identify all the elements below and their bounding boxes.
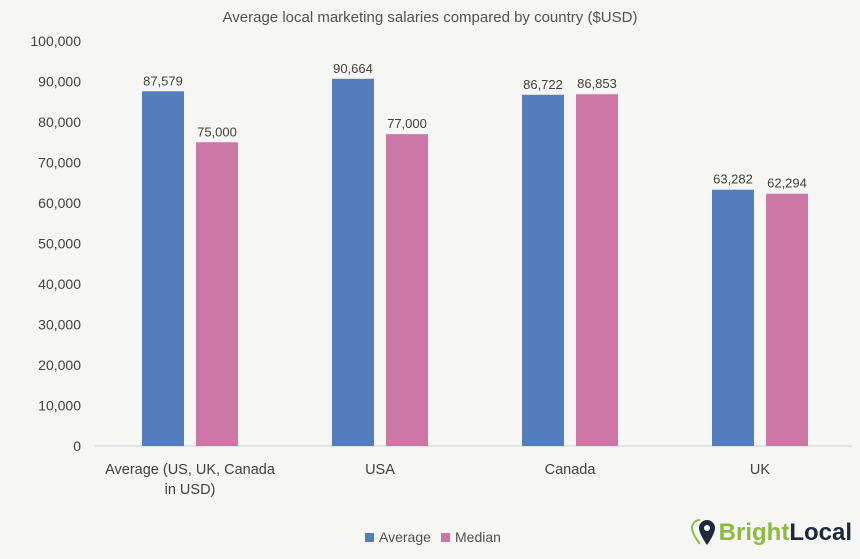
y-tick-label: 50,000 — [38, 236, 81, 252]
logo-local: Local — [789, 519, 852, 546]
data-label: 63,282 — [713, 172, 753, 187]
y-tick-label: 30,000 — [38, 317, 81, 333]
bar-average — [142, 91, 184, 446]
y-tick-label: 10,000 — [38, 398, 81, 414]
y-tick-label: 0 — [73, 438, 81, 454]
bar-average — [712, 189, 754, 447]
bar-median — [196, 142, 238, 446]
chart-title: Average local marketing salaries compare… — [223, 9, 638, 26]
y-tick-label: 90,000 — [38, 74, 81, 90]
legend-swatch-average — [365, 533, 374, 542]
bar-median — [576, 94, 618, 446]
y-tick-label: 100,000 — [30, 33, 81, 49]
data-label: 86,722 — [523, 77, 563, 92]
x-tick-label: Canada — [545, 462, 597, 478]
brightlocal-logo: Bright Local — [690, 518, 852, 548]
y-tick-label: 40,000 — [38, 276, 81, 292]
legend-label-average: Average — [379, 529, 431, 545]
data-label: 86,853 — [577, 76, 617, 91]
bar-average — [332, 78, 374, 447]
x-tick-label: in USD) — [165, 482, 216, 498]
bar-median — [766, 193, 808, 446]
data-label: 87,579 — [143, 73, 183, 88]
y-tick-label: 80,000 — [38, 114, 81, 130]
x-tick-label: Average (US, UK, Canada — [105, 462, 276, 478]
map-pin-icon — [690, 519, 715, 545]
y-tick-label: 60,000 — [38, 195, 81, 211]
data-label: 62,294 — [767, 176, 807, 191]
data-label: 90,664 — [333, 61, 373, 76]
y-tick-label: 70,000 — [38, 155, 81, 171]
legend-label-median: Median — [455, 529, 501, 545]
bar-median — [386, 134, 428, 446]
x-tick-label: USA — [365, 462, 395, 478]
x-tick-label: UK — [750, 462, 770, 478]
logo-bright: Bright — [718, 519, 790, 546]
data-label: 75,000 — [197, 124, 237, 139]
y-tick-label: 20,000 — [38, 357, 81, 373]
bar-average — [522, 94, 564, 446]
legend-swatch-median — [441, 533, 450, 542]
data-label: 77,000 — [387, 116, 427, 131]
